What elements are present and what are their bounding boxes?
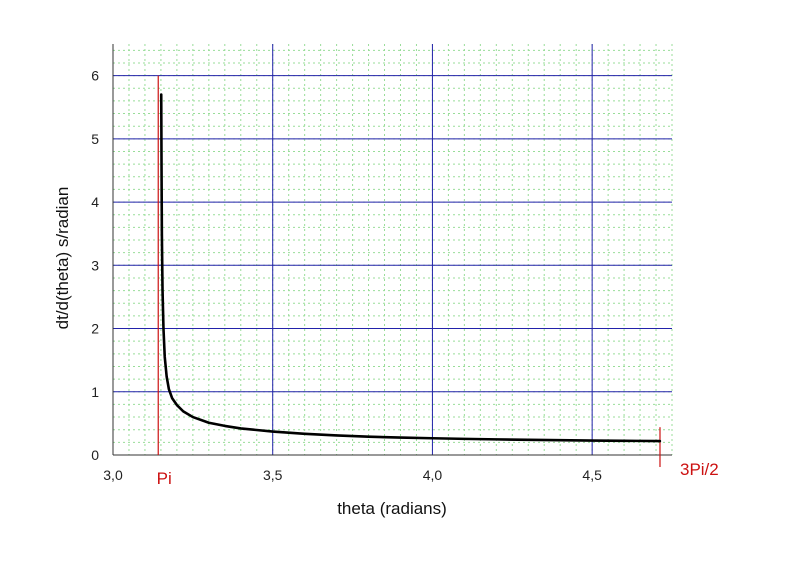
vertical-markers: Pi 3Pi/2 [157, 75, 719, 488]
y-tick-label: 5 [91, 131, 99, 147]
major-grid [112, 44, 672, 456]
x-tick-label: 3,5 [263, 467, 283, 483]
y-axis-title: dt/d(theta) s/radian [53, 187, 72, 330]
x-tick-labels: 3,0 3,5 4,0 4,5 [103, 467, 602, 483]
y-tick-labels: 0 1 2 3 4 5 6 [91, 68, 99, 463]
three-pi-over-two-marker-label: 3Pi/2 [680, 460, 719, 479]
y-tick-label: 0 [91, 447, 99, 463]
x-tick-label: 3,0 [103, 467, 123, 483]
x-tick-label: 4,5 [582, 467, 602, 483]
series-line [159, 93, 662, 443]
y-tick-label: 6 [91, 68, 99, 84]
y-tick-label: 2 [91, 321, 99, 337]
y-tick-label: 1 [91, 384, 99, 400]
series-group [159, 93, 662, 443]
axes [112, 44, 672, 456]
minor-grid [112, 44, 673, 456]
y-tick-label: 4 [91, 194, 99, 210]
y-tick-label: 3 [91, 257, 99, 273]
x-tick-label: 4,0 [423, 467, 443, 483]
x-axis-title: theta (radians) [337, 499, 447, 518]
pi-marker-label: Pi [157, 469, 172, 488]
